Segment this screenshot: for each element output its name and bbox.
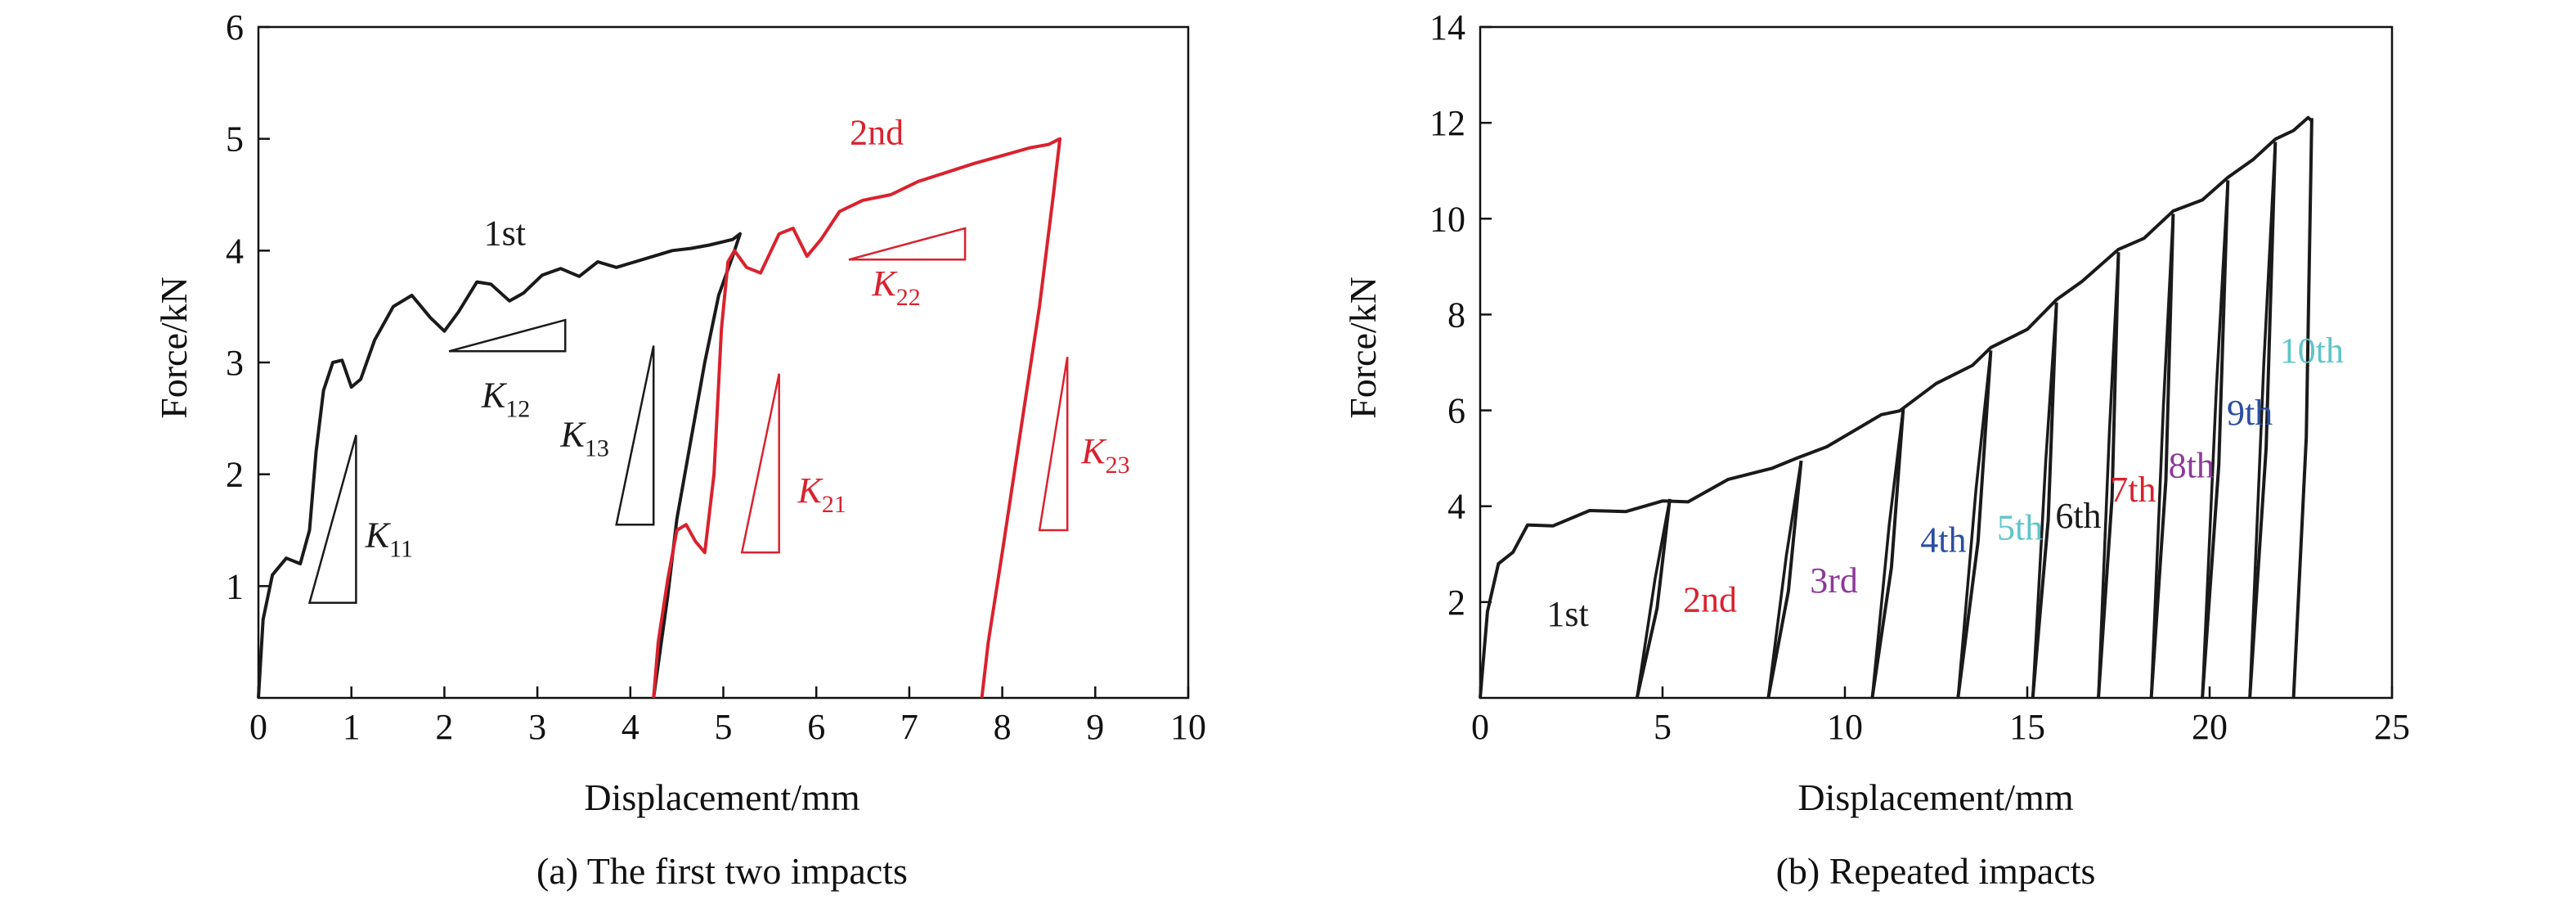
panel-b-unload-line-10th	[2291, 118, 2313, 699]
panel-b-reload-line-4th	[1870, 407, 1905, 699]
panel-b-curve-label-1st: 1st	[1546, 594, 1588, 634]
panel-a-xtick-label: 3	[528, 707, 546, 747]
panel-a-slope-triangle-k11	[307, 434, 357, 605]
panel-b-ytick-label: 6	[1447, 391, 1465, 431]
panel-b-unload-line-7th	[2149, 214, 2175, 699]
panel-a-chart: Displacement/mm Force/kN (a) The first t…	[153, 7, 1206, 892]
panel-b-curve-label-6th: 6th	[2055, 496, 2101, 536]
panel-b-unload-line-2nd	[1766, 460, 1803, 699]
panel-a-slope-label-k13: K13	[560, 415, 609, 462]
panel-a-xtick-label: 6	[807, 707, 825, 747]
panel-a-slope-triangle-k13	[615, 345, 655, 526]
panel-b-reload-line-5th	[1956, 350, 1993, 699]
panel-a-ytick-label: 5	[226, 119, 244, 160]
panel-a-curve-label-1st: 1st	[484, 214, 526, 254]
panel-b-curve-label-2nd: 2nd	[1683, 580, 1737, 620]
panel-a-slope-label-k21: K21	[797, 470, 846, 518]
panel-b-reload-line-3rd	[1766, 460, 1803, 699]
panel-a-ytick-label: 6	[226, 7, 244, 47]
panel-a-xtick-label: 5	[715, 707, 733, 747]
panel-b-xtick-label: 25	[2374, 707, 2410, 747]
panel-a-xtick-label: 2	[435, 707, 453, 747]
panel-b-ytick-label: 2	[1447, 583, 1465, 623]
panel-a-series-2nd-line	[652, 137, 1062, 699]
panel-b-reload-line-6th	[2031, 302, 2058, 699]
panel-b-xtick-label: 5	[1654, 707, 1672, 747]
panel-b-reload-line-7th	[2097, 252, 2120, 699]
panel-b-xtick-label: 15	[2009, 707, 2045, 747]
panel-b-plot-frame	[1479, 25, 2394, 700]
panel-a-slope-label-k23: K23	[1080, 431, 1129, 479]
panel-a-xtick-label: 0	[249, 707, 267, 747]
panel-a-slope-triangle-k23	[1038, 357, 1069, 532]
panel-b-unload-line-3rd	[1870, 407, 1905, 699]
panel-b-ytick-label: 4	[1447, 487, 1465, 527]
panel-a-slope-label-k12: K12	[481, 376, 530, 423]
panel-b-reload-line-10th	[2248, 142, 2278, 699]
panel-a-ytick-label: 2	[226, 455, 244, 495]
panel-b-unload-line-8th	[2201, 180, 2230, 699]
panel-a-series-1st-line	[257, 232, 742, 699]
panel-a-ytick-label: 3	[226, 343, 244, 383]
panel-b-ytick-label: 10	[1429, 199, 1465, 239]
panel-b-chart: Displacement/mm Force/kN (b) Repeated im…	[1342, 7, 2410, 892]
panel-b-curve-label-10th: 10th	[2280, 331, 2344, 371]
panel-a-curve-label-2nd: 2nd	[850, 113, 904, 153]
panel-a-ytick-label: 4	[226, 231, 244, 271]
panel-b-reload-line-2nd	[1636, 498, 1672, 699]
panel-a-slope-label-k11: K11	[365, 515, 413, 563]
panel-b-curve-label-5th: 5th	[1997, 508, 2043, 548]
panel-b-unload-line-6th	[2097, 252, 2120, 699]
panel-a-slope-label-k22: K22	[871, 263, 920, 311]
panel-b-ytick-label: 12	[1429, 103, 1465, 143]
panel-b-curve-label-3rd: 3rd	[1810, 560, 1858, 601]
panel-b-curve-label-8th: 8th	[2169, 446, 2215, 486]
panel-a-plot-frame	[257, 25, 1190, 700]
panel-a-xtick-label: 10	[1170, 707, 1206, 747]
panel-a-ytick-label: 1	[226, 566, 244, 606]
panel-b-ytick-label: 14	[1429, 7, 1465, 47]
panel-b-ylabel: Force/kN	[1342, 277, 1384, 419]
panel-a-caption: (a) The first two impacts	[536, 850, 908, 892]
panel-a-xtick-label: 4	[622, 707, 640, 747]
panel-a-xtick-label: 1	[343, 707, 361, 747]
panel-a-ylabel: Force/kN	[153, 277, 195, 419]
panel-b-caption: (b) Repeated impacts	[1776, 850, 2096, 892]
panel-a-slope-triangle-k21	[740, 373, 780, 554]
panel-b-unload-line-5th	[2031, 302, 2058, 699]
panel-a-xtick-label: 8	[994, 707, 1012, 747]
panel-b-xtick-label: 20	[2192, 707, 2228, 747]
panel-a-slope-triangle-k12	[448, 318, 567, 353]
panel-b-xlabel: Displacement/mm	[1797, 776, 2073, 818]
panel-b-unload-line-9th	[2248, 142, 2278, 699]
panel-a-slope-triangle-k22	[848, 227, 967, 261]
panel-a-xtick-label: 9	[1086, 707, 1104, 747]
panel-b-xtick-label: 0	[1471, 707, 1489, 747]
panel-a-xtick-label: 7	[900, 707, 918, 747]
panel-b-ytick-label: 8	[1447, 295, 1465, 335]
panel-b-loading-envelope-line	[1479, 115, 2313, 699]
panel-a-xlabel: Displacement/mm	[584, 776, 859, 818]
panel-b-unload-line-4th	[1956, 350, 1993, 699]
panel-b-curve-label-4th: 4th	[1920, 520, 1966, 560]
panel-b-curve-label-9th: 9th	[2227, 393, 2273, 433]
panel-b-reload-line-8th	[2149, 214, 2175, 699]
panel-b-unload-line-1st	[1635, 498, 1672, 699]
panel-b-reload-line-9th	[2201, 180, 2230, 699]
panel-b-xtick-label: 10	[1827, 707, 1863, 747]
panel-b-curve-label-7th: 7th	[2110, 470, 2156, 510]
